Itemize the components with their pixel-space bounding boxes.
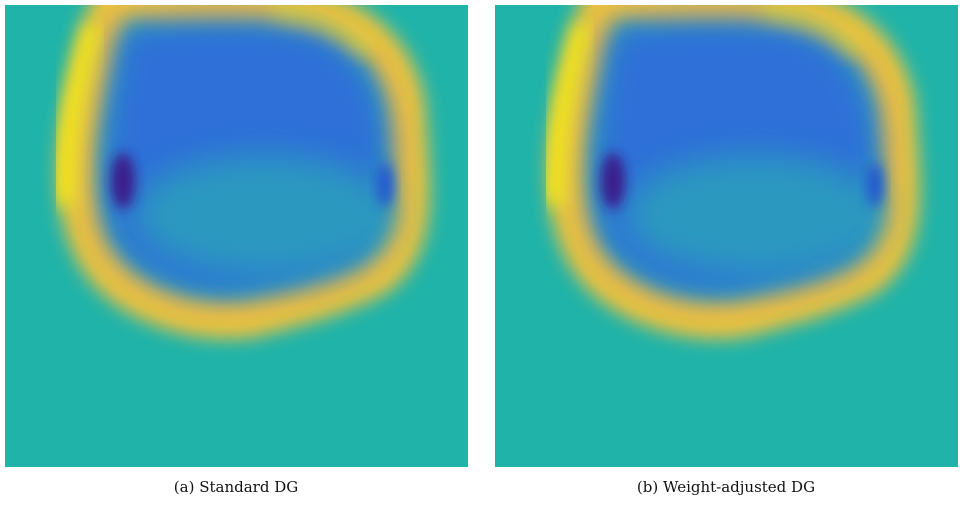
panel-image: [495, 0, 958, 467]
caption: (a) Standard DG: [174, 478, 298, 496]
panel-image: [5, 0, 468, 467]
caption: (b) Weight-adjusted DG: [637, 478, 815, 496]
